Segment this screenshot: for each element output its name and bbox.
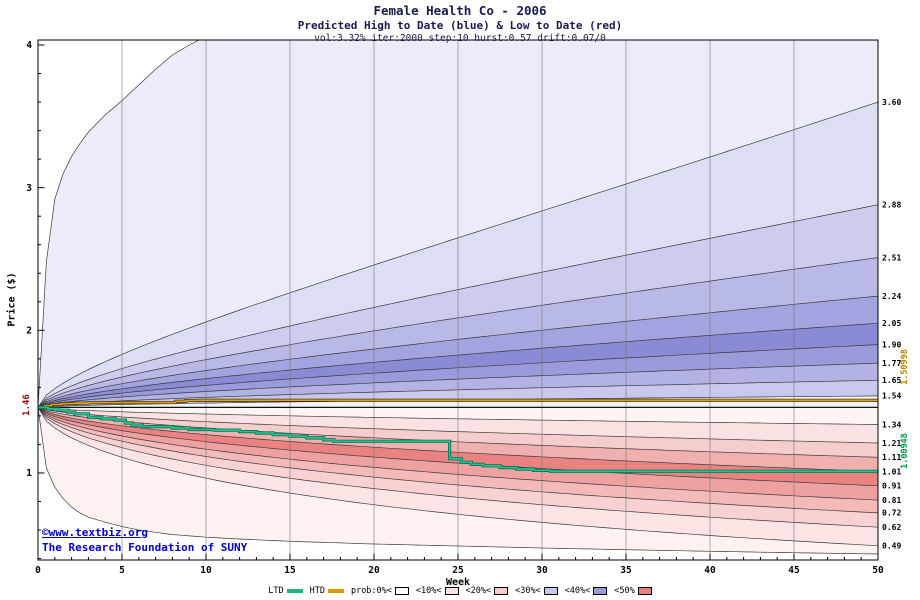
legend-label: prob:0%< (350, 586, 392, 596)
y-tick-labels: 1 2 3 4 (26, 40, 32, 479)
y-tick-label: 4 (26, 40, 32, 51)
legend-item: <20%< (466, 586, 509, 596)
band-value-label: 1.11 (882, 453, 901, 462)
band-value-label: 1.54 (882, 392, 901, 401)
right-axis-labels: 3.60 2.88 2.51 2.24 2.05 1.90 1.77 1.65 1.54 1.34… (882, 98, 901, 551)
gridlines (121, 40, 795, 560)
legend-label: <20%< (465, 586, 492, 596)
x-tick-label: 10 (200, 565, 212, 576)
legend: LTD HTD prob:0%< <10%< <20%< <30%< <40%< <50% (0, 586, 920, 596)
low-prob-band (38, 407, 878, 554)
x-tick-label: 50 (872, 565, 884, 576)
legend-swatch (593, 587, 608, 595)
x-tick-label: 30 (536, 565, 548, 576)
y-tick-label: 2 (26, 326, 32, 337)
band-value-label: 2.05 (882, 319, 901, 328)
legend-label: <10%< (415, 586, 442, 596)
band-value-label: 1.65 (882, 376, 901, 385)
ltd-final-value-label: 1.00948 (900, 433, 910, 469)
y-tick-label: 1 (26, 468, 32, 479)
legend-swatch (286, 589, 303, 593)
legend-swatch (543, 587, 558, 595)
x-axis-title: Week (445, 577, 471, 588)
legend-label: LTD (268, 586, 284, 596)
legend-label: <30%< (515, 586, 541, 596)
y-tick-label: 3 (26, 183, 32, 194)
band-value-label: 1.01 (882, 467, 901, 476)
legend-swatch (494, 587, 509, 595)
start-price-label: 1.46 (22, 394, 32, 416)
watermark-link[interactable]: ©www.textbiz.org (42, 526, 148, 539)
htd-final-value-label: 1.50998 (900, 349, 910, 385)
band-value-label: 1.34 (882, 420, 901, 429)
x-tick-label: 25 (452, 565, 464, 576)
legend-swatch (327, 589, 344, 593)
x-tick-label: 45 (788, 565, 800, 576)
band-value-label: 1.21 (882, 439, 901, 448)
y-axis-title: Price ($) (6, 272, 18, 327)
band-value-label: 0.81 (882, 496, 901, 505)
legend-swatch (637, 587, 652, 595)
low-prob-band (38, 407, 878, 486)
axis-ticks (37, 44, 879, 560)
legend-item: prob:0%< (351, 586, 409, 596)
legend-item: <10%< (416, 586, 459, 596)
band-value-label: 2.88 (882, 201, 901, 210)
low-prob-band (38, 407, 878, 501)
band-value-label: 0.72 (882, 509, 901, 518)
band-value-label: 2.51 (882, 253, 901, 262)
x-tick-label: 5 (119, 565, 125, 576)
htd-line (38, 398, 878, 409)
legend-label: <50% (614, 586, 635, 596)
legend-item: HTD (310, 586, 344, 596)
band-value-label: 0.91 (882, 482, 901, 491)
page-title: Female Health Co - 2006 (373, 3, 547, 18)
chart-subtitle: Predicted High to Date (blue) & Low to D… (297, 19, 623, 32)
band-value-label: 2.24 (882, 292, 901, 301)
x-tick-label: 0 (35, 565, 41, 576)
legend-item: LTD (268, 586, 303, 596)
x-tick-label: 35 (620, 565, 632, 576)
chart-parameters: vol:3.32% iter:2000 step:10 hurst:0.57 d… (314, 33, 606, 44)
legend-label: <40%< (564, 586, 591, 596)
low-prob-band (38, 407, 878, 472)
legend-swatch (394, 587, 409, 595)
ltd-line (38, 405, 878, 473)
watermark-organization: The Research Foundation of SUNY (42, 541, 248, 554)
band-value-label: 3.60 (882, 98, 901, 107)
legend-label: HTD (309, 586, 325, 596)
band-value-label: 1.77 (882, 359, 901, 368)
boundary-curve (38, 40, 200, 408)
x-tick-label: 15 (284, 565, 296, 576)
title-block: Female Health Co - 2006 Predicted High t… (0, 0, 920, 44)
x-tick-labels: 0 5 10 15 20 25 30 35 40 45 50 (35, 565, 884, 576)
legend-swatch (444, 587, 459, 595)
legend-item: <40%< (565, 586, 608, 596)
legend-item: <30%< (515, 586, 558, 596)
x-tick-label: 40 (704, 565, 716, 576)
band-value-label: 0.62 (882, 523, 901, 532)
band-value-label: 1.90 (882, 340, 901, 349)
band-value-label: 0.49 (882, 542, 901, 551)
x-tick-label: 20 (368, 565, 380, 576)
legend-item: <50% (614, 586, 652, 596)
